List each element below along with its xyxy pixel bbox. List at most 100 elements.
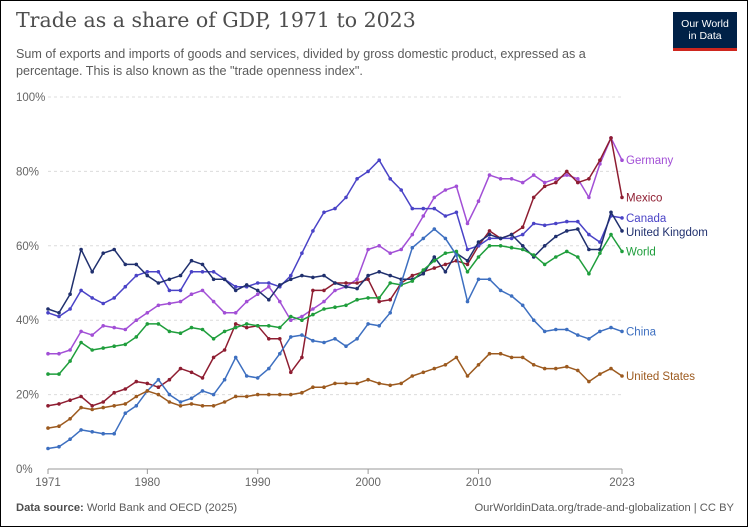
data-point-china-1986 [211, 392, 216, 397]
data-point-china-2009 [465, 299, 470, 304]
data-point-china-2017 [554, 327, 558, 332]
series-label-united-states: United States [626, 371, 695, 383]
data-point-united-kingdom-2007 [443, 270, 448, 274]
data-point-mexico-1984 [189, 370, 194, 375]
data-point-united-kingdom-1985 [200, 262, 205, 267]
data-point-world-2001 [377, 296, 382, 300]
data-point-world-1986 [211, 337, 216, 341]
data-point-united-states-2004 [410, 374, 415, 378]
data-point-canada-2023 [620, 216, 624, 220]
data-point-germany-1981 [156, 303, 161, 308]
data-point-canada-1976 [101, 301, 105, 306]
data-point-canada-2018 [565, 219, 569, 224]
data-point-world-2012 [498, 244, 503, 248]
data-point-united-kingdom-2020 [587, 247, 591, 252]
data-point-united-kingdom-1986 [211, 277, 216, 282]
data-point-world-1982 [167, 329, 172, 334]
data-point-world-1987 [222, 329, 227, 334]
data-point-world-1997 [333, 305, 337, 310]
data-point-germany-1986 [211, 299, 216, 304]
data-point-world-1998 [344, 303, 348, 308]
data-point-united-states-1981 [156, 392, 161, 397]
data-point-china-1989 [244, 374, 249, 378]
data-point-united-states-1987 [222, 400, 227, 404]
data-point-germany-1987 [222, 311, 227, 315]
data-point-united-kingdom-2014 [520, 244, 525, 248]
data-point-china-2018 [565, 327, 569, 332]
data-point-germany-1995 [311, 307, 315, 311]
data-point-canada-1993 [289, 273, 293, 278]
data-point-canada-2020 [587, 232, 591, 237]
data-point-united-kingdom-2006 [432, 255, 437, 259]
data-point-canada-1977 [112, 296, 116, 300]
data-point-mexico-1983 [178, 366, 183, 371]
data-point-united-kingdom-1993 [289, 277, 293, 282]
data-point-world-1983 [178, 331, 183, 336]
data-point-germany-2007 [443, 188, 448, 192]
data-point-canada-2007 [443, 214, 448, 218]
data-point-united-states-2011 [487, 351, 492, 356]
source-url-license[interactable]: OurWorldinData.org/trade-and-globalizati… [474, 502, 734, 514]
data-point-world-2002 [388, 281, 393, 285]
series-label-united-kingdom: United Kingdom [626, 227, 708, 239]
data-point-germany-2002 [388, 251, 393, 255]
data-point-united-states-2020 [587, 379, 591, 384]
data-point-canada-1988 [233, 284, 238, 289]
data-point-world-1972 [57, 372, 61, 376]
data-point-germany-2010 [476, 199, 481, 203]
data-point-mexico-1985 [200, 376, 205, 380]
data-point-united-kingdom-1983 [178, 273, 183, 278]
data-point-mexico-2016 [542, 184, 547, 189]
data-point-china-1983 [178, 400, 183, 404]
data-point-mexico-1974 [79, 394, 83, 399]
data-point-world-2007 [443, 251, 448, 255]
data-point-united-kingdom-1972 [57, 311, 61, 315]
data-point-united-kingdom-1977 [112, 247, 116, 252]
data-point-united-kingdom-1999 [355, 286, 359, 291]
data-point-united-states-2017 [554, 366, 558, 371]
data-point-mexico-2023 [620, 195, 624, 200]
data-point-world-1976 [101, 346, 105, 350]
data-point-china-2021 [598, 329, 602, 334]
data-point-mexico-1977 [112, 390, 116, 395]
data-point-china-1994 [300, 333, 304, 337]
data-point-canada-2002 [388, 177, 393, 181]
logo-line-2: in Data [688, 30, 722, 42]
data-point-china-2012 [498, 288, 503, 293]
data-point-germany-1984 [189, 292, 194, 297]
data-point-world-1988 [233, 325, 238, 330]
series-label-mexico: Mexico [626, 192, 662, 204]
data-point-united-states-1996 [322, 385, 326, 390]
data-point-world-2022 [609, 232, 613, 237]
data-point-germany-2012 [498, 177, 503, 181]
data-point-germany-1989 [244, 299, 249, 304]
owid-logo[interactable]: Our World in Data [673, 12, 737, 51]
data-point-canada-1971 [46, 311, 50, 315]
data-point-china-1974 [79, 428, 83, 432]
data-point-united-states-2009 [465, 374, 470, 378]
data-point-united-states-2003 [399, 381, 404, 386]
data-point-canada-1986 [211, 270, 216, 274]
data-point-united-states-1995 [311, 385, 315, 390]
data-point-united-kingdom-1994 [300, 273, 304, 278]
data-point-united-kingdom-1996 [322, 273, 326, 278]
data-point-united-kingdom-2012 [498, 236, 503, 241]
data-point-canada-1978 [123, 284, 128, 289]
data-point-world-1979 [134, 335, 139, 339]
data-point-germany-2008 [454, 184, 459, 189]
data-point-world-1996 [322, 307, 326, 311]
data-point-united-kingdom-2009 [465, 258, 470, 263]
data-point-canada-2000 [366, 169, 370, 174]
series-label-germany: Germany [626, 155, 674, 167]
data-point-germany-1973 [68, 348, 72, 352]
data-point-china-2004 [410, 245, 415, 250]
data-point-united-kingdom-1990 [255, 288, 260, 293]
data-point-canada-2017 [554, 221, 558, 226]
data-point-germany-1976 [101, 324, 105, 328]
data-point-mexico-1994 [300, 355, 304, 360]
data-point-germany-1979 [134, 318, 139, 323]
data-point-united-kingdom-1991 [267, 297, 271, 302]
data-point-united-states-1976 [101, 405, 105, 410]
